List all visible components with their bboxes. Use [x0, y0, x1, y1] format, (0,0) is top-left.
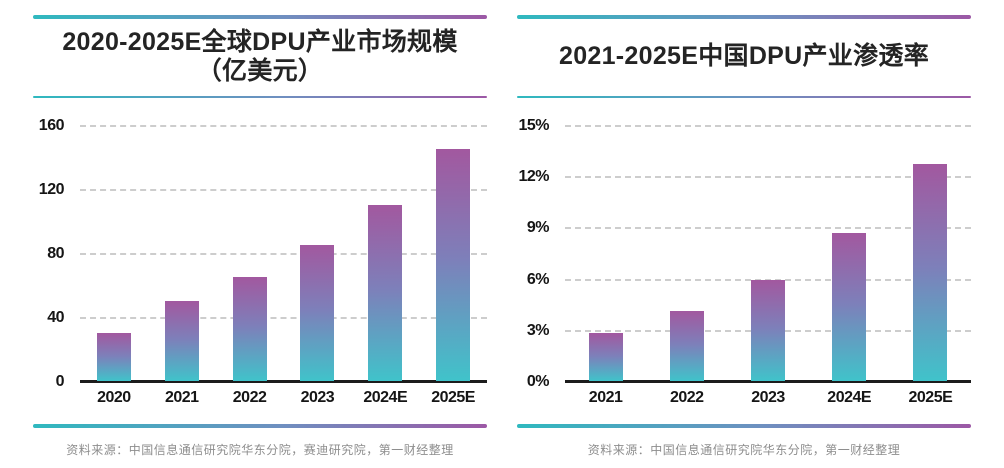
bar-2022: [232, 277, 267, 381]
gridline-120: [80, 189, 487, 191]
bar-2025E: [913, 164, 948, 381]
chart-title-line-2: （亿美元）: [196, 57, 324, 85]
bar-2024E: [368, 205, 403, 381]
x-tick-2020: 2020: [97, 389, 131, 406]
panel-top-accent-line: [33, 15, 487, 19]
y-tick-120: 120: [38, 181, 65, 198]
bar-2020: [96, 333, 131, 381]
y-tick-0: 0: [55, 373, 65, 390]
y-tick-12%: 12%: [518, 168, 549, 186]
bar-2024E: [832, 232, 867, 381]
panel-bottom-accent-line: [517, 424, 971, 428]
gridline-15%: [565, 125, 971, 127]
bar-2025E: [436, 149, 471, 381]
gridline-80: [80, 253, 487, 255]
x-tick-2025E: 2025E: [908, 389, 953, 406]
bar-chart-china-dpu-penetration: 0% 3% 6% 9% 12% 15% 2021 2022 2023 2024E 2025E: [517, 112, 971, 412]
gridline-6%: [565, 278, 971, 281]
y-tick-0%: 0%: [526, 373, 550, 390]
bar-2021: [164, 301, 199, 381]
x-tick-2024E: 2024E: [363, 389, 408, 406]
x-tick-2021: 2021: [164, 389, 199, 406]
chart-title-line-1: 2020-2025E全球DPU产业市场规模: [62, 27, 458, 56]
y-tick-3%: 3%: [526, 321, 550, 339]
panel-top-accent-line: [517, 15, 971, 19]
x-axis-line: [565, 380, 971, 383]
gridline-40: [80, 317, 487, 319]
panel-bottom-accent-line: [33, 424, 487, 428]
x-tick-2023: 2023: [300, 389, 335, 406]
panel-global-dpu-market: 2020-2025E全球DPU产业市场规模 （亿美元） 0 40 80 120 160 2…: [33, 0, 487, 468]
bar-2022: [669, 311, 704, 381]
y-tick-15%: 15%: [518, 117, 549, 134]
chart-title-line-1: 2021-2025E中国DPU产业渗透率: [558, 42, 929, 71]
bar-2023: [751, 280, 785, 381]
x-tick-2022: 2022: [232, 389, 267, 406]
chart-title-global: 2020-2025E全球DPU产业市场规模 （亿美元）: [33, 24, 487, 90]
y-tick-80: 80: [47, 245, 64, 262]
gridline-9%: [565, 227, 971, 230]
x-tick-2023: 2023: [751, 389, 785, 406]
bar-2021: [588, 333, 623, 381]
panel-china-dpu-penetration: 2021-2025E中国DPU产业渗透率 0% 3% 6% 9% 12% 15% 2021 2…: [517, 0, 971, 468]
title-divider-line: [33, 96, 487, 98]
source-note-china: 资料来源：中国信息通信研究院华东分院，第一财经整理: [587, 443, 901, 457]
x-axis-line: [80, 380, 487, 383]
y-tick-160: 160: [38, 117, 65, 134]
gridline-12%: [565, 176, 971, 179]
gridline-160: [80, 125, 487, 127]
x-tick-2021: 2021: [588, 389, 623, 406]
y-tick-40: 40: [47, 309, 64, 326]
bar-chart-global-dpu-market: 0 40 80 120 160 2020 2021 2022 2023 2024E 2025E: [33, 112, 487, 412]
chart-title-china: 2021-2025E中国DPU产业渗透率: [517, 24, 971, 90]
y-tick-9%: 9%: [526, 219, 550, 237]
x-tick-2025E: 2025E: [431, 389, 475, 406]
x-tick-2022: 2022: [669, 389, 704, 406]
x-tick-2024E: 2024E: [827, 389, 872, 406]
title-divider-line: [517, 96, 971, 98]
source-note-global: 资料来源：中国信息通信研究院华东分院，赛迪研究院，第一财经整理: [66, 443, 454, 457]
bar-2023: [300, 245, 335, 381]
y-tick-6%: 6%: [526, 270, 550, 288]
